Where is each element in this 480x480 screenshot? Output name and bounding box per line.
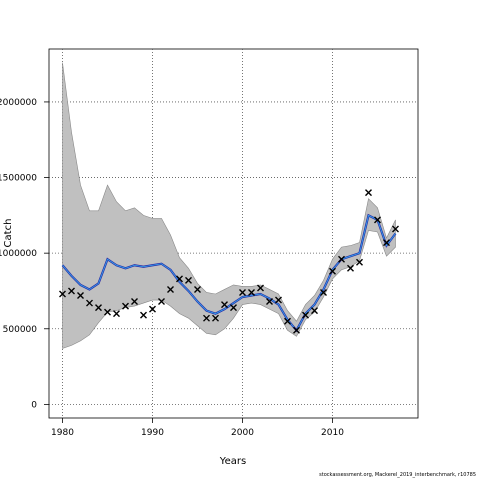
observed-point (176, 275, 183, 283)
uncertainty-band (62, 62, 396, 349)
observed-point (293, 326, 300, 334)
observed-point (113, 310, 120, 318)
observed-point (59, 290, 66, 298)
observed-point (158, 298, 165, 306)
observed-point (167, 285, 174, 293)
observed-point (68, 287, 75, 295)
observed-point (320, 288, 327, 296)
observed-point (239, 288, 246, 296)
y-tick-label: 1500000 (0, 174, 37, 184)
observed-point (140, 311, 147, 319)
observed-point (86, 299, 93, 307)
observed-point (149, 305, 156, 313)
observed-point (329, 267, 336, 275)
plot-frame (48, 48, 419, 419)
observed-point (248, 288, 255, 296)
y-tick-label: 0 (31, 400, 37, 410)
x-tick-label: 2010 (321, 428, 344, 438)
observed-point (230, 304, 237, 312)
observed-points (59, 189, 399, 334)
confidence-band (62, 62, 396, 349)
x-tick-label: 1990 (141, 428, 164, 438)
observed-point (311, 307, 318, 315)
observed-point (104, 308, 111, 316)
observed-point (257, 284, 264, 292)
y-tick-label: 1000000 (0, 249, 37, 259)
x-tick-label: 1980 (51, 428, 74, 438)
y-axis-label: Catch (3, 219, 14, 248)
observed-point (284, 317, 291, 325)
x-axis: 1980 1990 2000 2010 (51, 418, 344, 438)
observed-point (392, 225, 399, 233)
observed-point (347, 264, 354, 272)
observed-point (194, 285, 201, 293)
observed-point (77, 292, 84, 299)
y-tick-label: 2000000 (0, 98, 37, 108)
y-tick-label: 500000 (3, 325, 38, 335)
observed-point (302, 311, 309, 319)
y-axis: 0 500000 1000000 1500000 2000000 (0, 98, 49, 410)
observed-point (212, 314, 219, 322)
observed-point (266, 298, 273, 306)
observed-point (185, 276, 192, 284)
footer-credit: stockassessment.org, Mackerel_2019_inter… (319, 472, 476, 478)
observed-point (356, 258, 363, 266)
x-axis-label: Years (219, 456, 246, 467)
observed-point (383, 239, 390, 247)
observed-point (122, 302, 129, 310)
observed-point (365, 189, 372, 197)
observed-point (374, 216, 381, 224)
observed-point (203, 314, 210, 322)
observed-point (95, 304, 102, 312)
x-tick-label: 2000 (231, 428, 254, 438)
observed-point (131, 298, 138, 306)
observed-point (275, 296, 282, 304)
observed-point (338, 255, 345, 263)
observed-point (221, 301, 228, 309)
